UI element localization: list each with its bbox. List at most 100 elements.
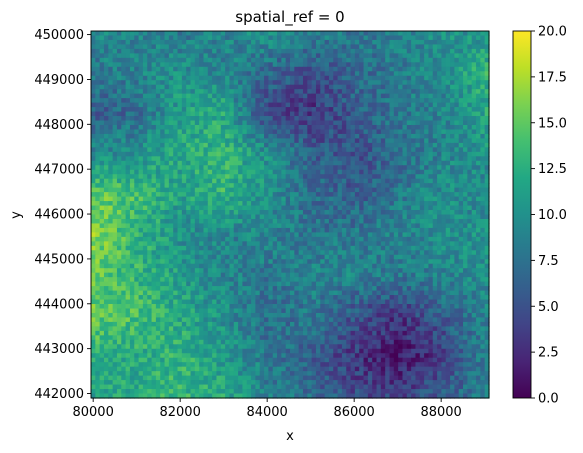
heatmap-cell (354, 44, 360, 50)
heatmap-cell (298, 57, 304, 63)
heatmap-cell (103, 62, 109, 68)
heatmap-cell (458, 205, 464, 211)
heatmap-cell (424, 98, 430, 104)
heatmap-cell (125, 111, 131, 117)
heatmap-cell (95, 187, 101, 193)
heatmap-cell (121, 93, 127, 99)
heatmap-cell (389, 263, 395, 269)
heatmap-cell (385, 102, 391, 108)
heatmap-cell (246, 120, 252, 126)
heatmap-cell (194, 178, 200, 184)
heatmap-cell (311, 66, 317, 72)
heatmap-cell (380, 35, 386, 41)
heatmap-cell (298, 71, 304, 77)
heatmap-cell (151, 250, 157, 256)
heatmap-cell (186, 48, 192, 54)
heatmap-cell (445, 187, 451, 193)
heatmap-cell (142, 98, 148, 104)
heatmap-cell (445, 268, 451, 274)
heatmap-cell (103, 129, 109, 135)
heatmap-cell (160, 232, 166, 238)
heatmap-cell (181, 138, 187, 144)
heatmap-cell (225, 169, 231, 175)
heatmap-cell (229, 250, 235, 256)
heatmap-cell (103, 71, 109, 77)
heatmap-cell (151, 272, 157, 278)
heatmap-cell (246, 44, 252, 50)
heatmap-cell (311, 151, 317, 157)
heatmap-cell (367, 241, 373, 247)
heatmap-cell (108, 31, 114, 37)
heatmap-cell (259, 124, 265, 131)
heatmap-cell (290, 241, 295, 247)
heatmap-cell (259, 236, 265, 242)
heatmap-cell (233, 259, 239, 265)
heatmap-cell (311, 102, 317, 108)
heatmap-cell (376, 245, 382, 251)
heatmap-cell (177, 160, 183, 166)
heatmap-cell (281, 31, 287, 37)
heatmap-cell (467, 263, 473, 269)
heatmap-cell (385, 124, 391, 131)
heatmap-cell (177, 62, 183, 68)
heatmap-cell (393, 84, 399, 90)
heatmap-cell (251, 62, 256, 68)
heatmap-cell (290, 35, 295, 41)
heatmap-cell (246, 156, 252, 162)
heatmap-cell (458, 89, 464, 95)
heatmap-cell (398, 156, 404, 162)
heatmap-cell (454, 232, 460, 238)
heatmap-cell (432, 192, 438, 198)
heatmap-cell (251, 192, 256, 198)
heatmap-cell (272, 178, 278, 184)
heatmap-cell (402, 53, 408, 59)
heatmap-cell (367, 268, 373, 274)
heatmap-cell (255, 89, 261, 95)
heatmap-cell (389, 174, 395, 180)
heatmap-cell (129, 116, 135, 122)
heatmap-cell (359, 218, 365, 225)
heatmap-cell (458, 187, 464, 193)
heatmap-cell (437, 187, 443, 193)
heatmap-cell (134, 66, 140, 72)
heatmap-cell (181, 227, 187, 234)
heatmap-cell (142, 31, 148, 37)
heatmap-cell (99, 192, 105, 198)
heatmap-cell (467, 75, 473, 81)
heatmap-cell (225, 138, 231, 144)
heatmap-cell (246, 169, 252, 175)
heatmap-cell (181, 160, 187, 166)
heatmap-cell (315, 62, 321, 68)
heatmap-cell (411, 44, 417, 50)
heatmap-cell (95, 232, 101, 238)
heatmap-cell (333, 89, 339, 95)
heatmap-cell (424, 259, 430, 265)
heatmap-cell (112, 53, 118, 59)
heatmap-cell (173, 116, 179, 122)
heatmap-cell (311, 89, 317, 95)
heatmap-cell (95, 272, 101, 278)
heatmap-cell (341, 160, 347, 166)
heatmap-cell (91, 192, 96, 198)
heatmap-cell (164, 187, 170, 193)
heatmap-cell (207, 259, 213, 265)
heatmap-cell (424, 178, 430, 184)
heatmap-cell (320, 232, 326, 238)
heatmap-cell (463, 44, 468, 50)
heatmap-cell (484, 44, 490, 50)
heatmap-cell (259, 35, 265, 41)
heatmap-cell (389, 80, 395, 86)
heatmap-cell (285, 111, 291, 117)
heatmap-cell (450, 102, 455, 108)
heatmap-cell (389, 250, 395, 256)
heatmap-cell (311, 223, 317, 229)
heatmap-cell (454, 93, 460, 99)
heatmap-cell (337, 218, 343, 225)
heatmap-cell (372, 245, 378, 251)
heatmap-cell (151, 254, 157, 260)
heatmap-cell (320, 192, 326, 198)
heatmap-cell (177, 57, 183, 63)
heatmap-cell (190, 183, 196, 189)
heatmap-cell (190, 201, 196, 207)
heatmap-cell (454, 80, 460, 86)
